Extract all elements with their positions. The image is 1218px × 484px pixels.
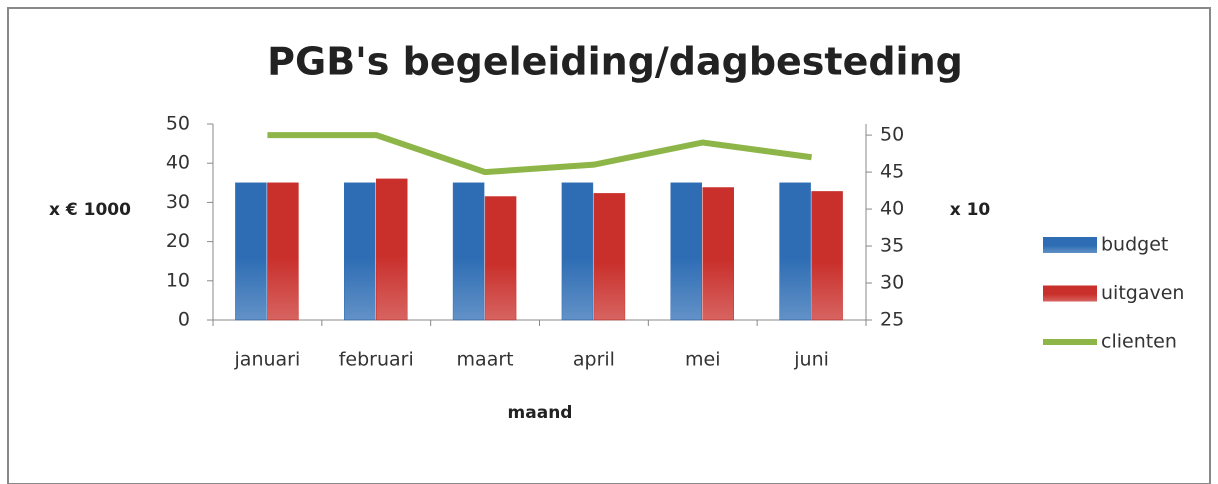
y2-tick-label: 40 <box>880 198 904 220</box>
legend-label: clienten <box>1101 331 1177 353</box>
bar <box>344 182 376 321</box>
y-tick-label: 50 <box>166 113 190 135</box>
bar <box>779 182 811 321</box>
x-tick-label: januari <box>234 349 301 371</box>
y-axis-title: x € 1000 <box>49 200 131 220</box>
bar <box>670 182 702 321</box>
y2-axis-title: x 10 <box>950 200 991 220</box>
x-tick-label: mei <box>685 349 720 371</box>
bar <box>484 196 517 321</box>
x-tick-label: april <box>573 349 615 371</box>
bar <box>376 178 408 321</box>
line <box>267 132 812 176</box>
y2-tick-label: 30 <box>880 272 904 294</box>
bar <box>235 182 267 321</box>
x-tick-label: februari <box>339 349 414 371</box>
bar <box>452 182 485 321</box>
y-tick-label: 10 <box>166 269 190 291</box>
bar <box>561 182 594 321</box>
x-tick-label: maart <box>457 349 514 371</box>
legend-label: uitgaven <box>1101 282 1184 304</box>
y-tick-label: 0 <box>178 309 190 331</box>
chart-title: PGB's begeleiding/dagbesteding <box>267 40 963 84</box>
legend-label: budget <box>1101 234 1168 256</box>
y-tick-label: 40 <box>166 152 190 174</box>
y2-tick-label: 45 <box>880 161 904 183</box>
y2-tick-label: 35 <box>880 235 904 257</box>
y2-tick-label: 50 <box>880 124 904 146</box>
x-axis-title: maand <box>508 403 573 423</box>
y-tick-label: 30 <box>166 191 190 213</box>
bar <box>593 193 626 321</box>
bar <box>811 191 843 321</box>
bar <box>267 182 299 321</box>
x-tick-label: juni <box>793 349 829 371</box>
y2-tick-label: 25 <box>880 309 904 331</box>
legend-swatch <box>1043 237 1097 253</box>
y-tick-label: 20 <box>166 230 190 252</box>
legend-swatch <box>1043 285 1097 302</box>
bar <box>702 187 734 321</box>
